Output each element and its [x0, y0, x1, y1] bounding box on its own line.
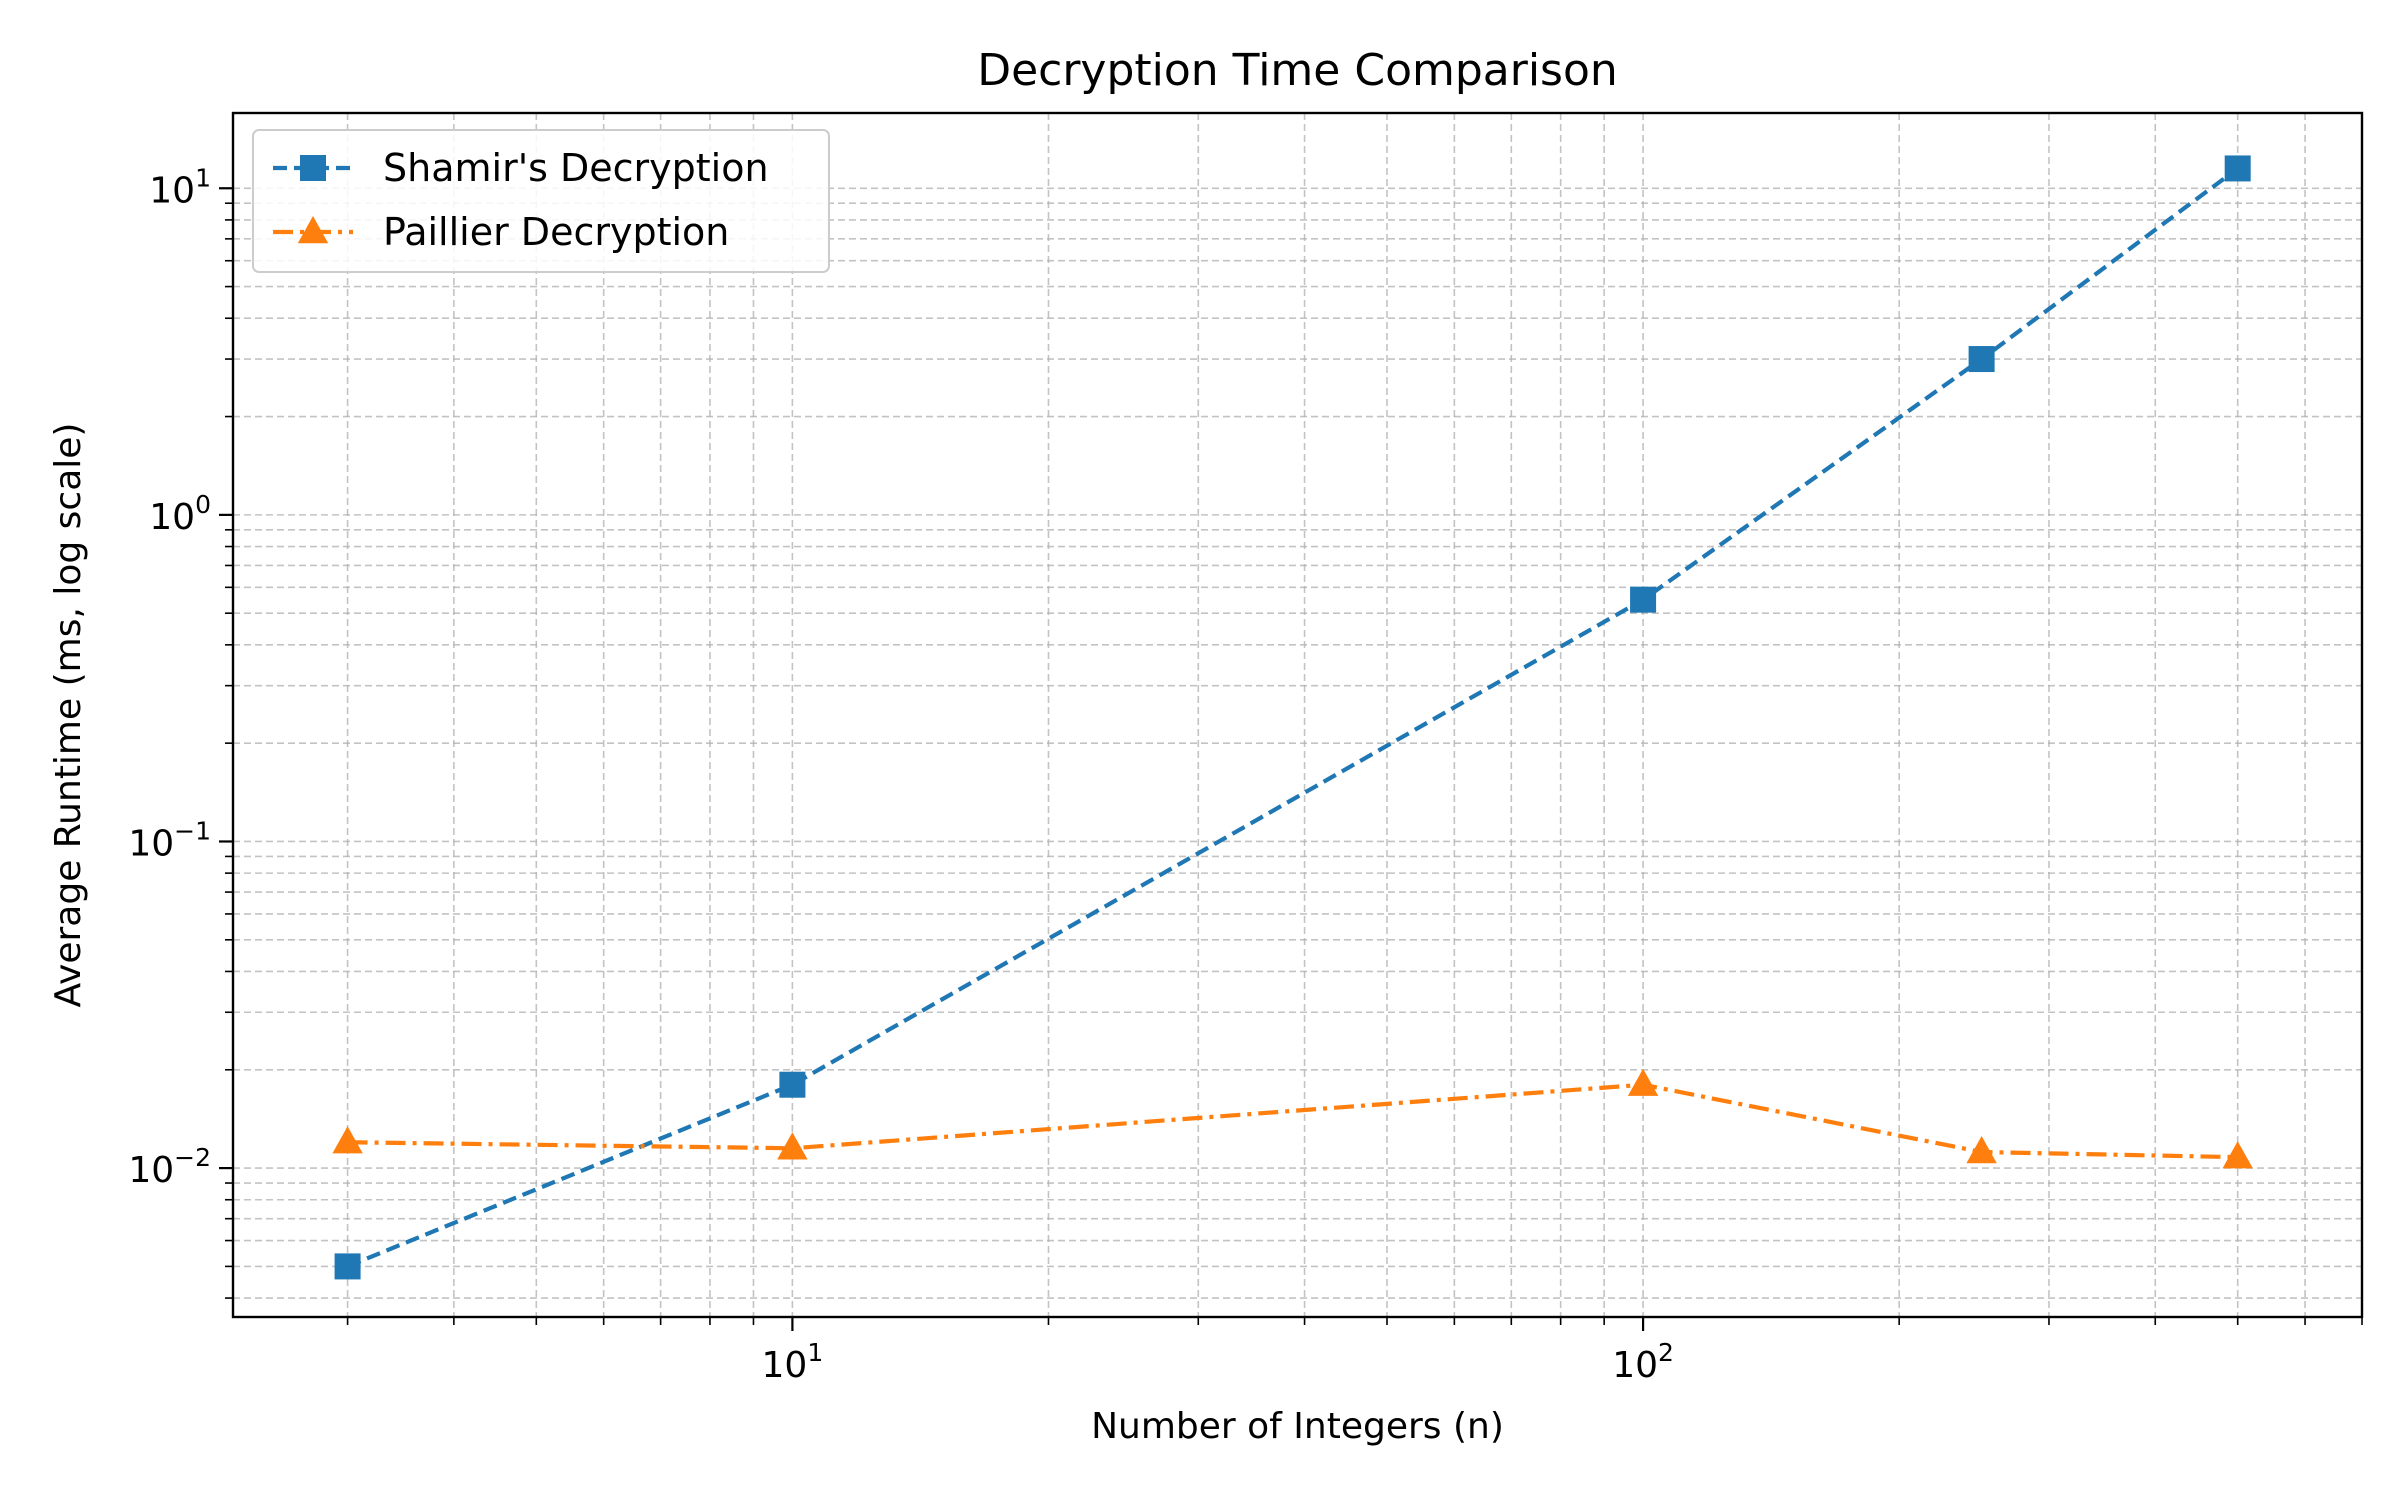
legend-item: Paillier Decryption [273, 210, 729, 254]
plot-frame [231, 111, 2364, 1319]
legend-label: Shamir's Decryption [383, 146, 769, 190]
legend: Shamir's Decryption Paillier Decryption [252, 129, 830, 273]
data-point [2222, 1141, 2253, 1169]
y-tick-label: 10−1 [128, 816, 211, 864]
data-point [1627, 1068, 1659, 1096]
data-point [332, 1126, 363, 1154]
chart-title: Decryption Time Comparison [977, 45, 1618, 96]
y-axis-label: Average Runtime (ms, log scale) [48, 423, 89, 1008]
data-point [777, 1132, 808, 1160]
x-axis-label: Number of Integers (n) [1091, 1406, 1504, 1447]
legend-item: Shamir's Decryption [273, 146, 769, 190]
data-point [1966, 1136, 1997, 1164]
y-tick-label: 100 [149, 490, 211, 538]
x-tick-label: 102 [1612, 1338, 1674, 1386]
legend-label: Paillier Decryption [383, 210, 729, 254]
ticks [219, 187, 2363, 1331]
data-point [334, 1253, 361, 1280]
y-tick-label: 10−2 [128, 1143, 211, 1191]
y-tick-label: 101 [149, 163, 211, 211]
x-tick-label: 101 [762, 1338, 824, 1386]
series-layer [332, 155, 2253, 1280]
data-point [1968, 346, 1995, 373]
legend-marker [297, 216, 329, 244]
series-paillier [332, 1068, 2253, 1169]
legend-marker [300, 155, 326, 181]
data-point [2224, 155, 2251, 182]
data-point [779, 1071, 806, 1098]
tick-labels: 101 102 10−2 10−1 100 101 [128, 163, 1674, 1386]
legend-box [252, 129, 830, 273]
data-point [1630, 586, 1657, 613]
